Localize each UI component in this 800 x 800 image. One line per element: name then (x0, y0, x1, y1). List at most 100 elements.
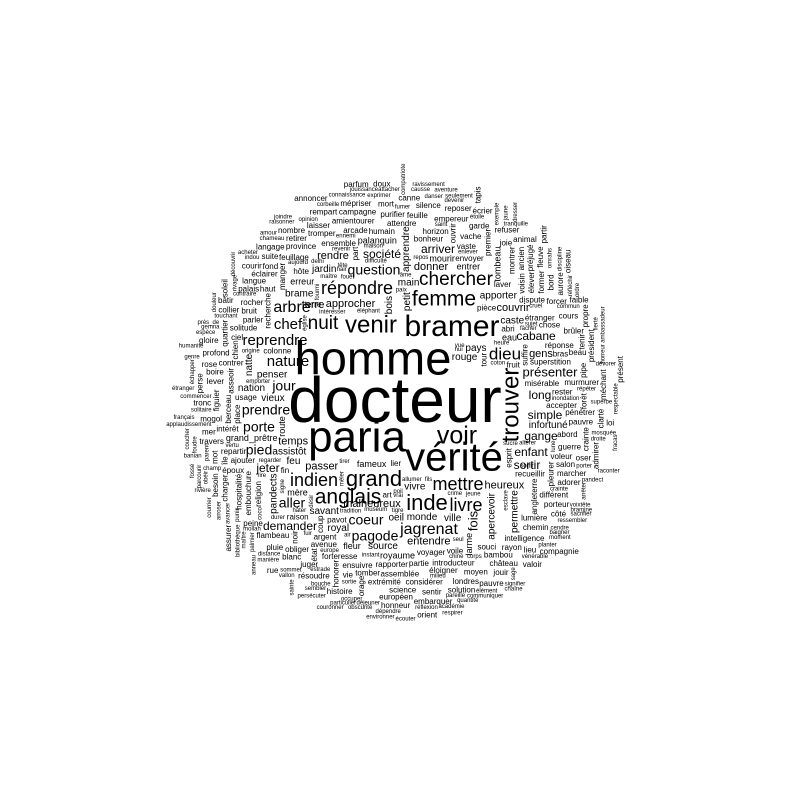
word-183: beau (569, 348, 587, 357)
word-63: source (368, 541, 398, 552)
word-447: vertu (226, 443, 239, 449)
word-289: parent (205, 444, 211, 461)
word-24: question (348, 262, 401, 278)
word-154: guerre (558, 442, 582, 451)
word-21: reprendre (242, 332, 307, 349)
word-165: honorer (331, 559, 340, 587)
word-87: entrer (457, 261, 481, 271)
word-184: marcher (557, 469, 587, 478)
word-15: répondre (321, 278, 393, 298)
word-173: hospitalité (234, 473, 243, 510)
word-226: laver (494, 280, 512, 289)
word-419: fouet (341, 275, 355, 281)
word-292: crime (447, 491, 462, 497)
word-89: route (277, 416, 287, 437)
word-142: solitude (230, 323, 258, 332)
word-2: paria (308, 413, 406, 462)
word-92: grand_prêtre (226, 433, 278, 443)
word-32: présenter (523, 364, 579, 379)
word-365: ambassadeur (600, 306, 606, 342)
word-400: bramine (570, 507, 592, 513)
word-301: palmier (250, 532, 256, 552)
word-378: seulement (445, 194, 473, 200)
word-109: religion (254, 481, 263, 507)
word-288: regarder (259, 458, 282, 464)
word-46: rendre (317, 250, 349, 262)
word-221: crainte (581, 427, 590, 452)
word-158: pauvre (569, 417, 594, 426)
word-74: infortuné (529, 420, 568, 431)
word-225: état (310, 547, 319, 561)
word-298: fâcher (520, 326, 537, 332)
word-13: chercher (419, 269, 494, 290)
word-212: mogol (200, 414, 222, 423)
word-150: pavot (327, 515, 347, 524)
word-101: pleurer (546, 461, 555, 486)
word-48: malheureux (343, 498, 401, 510)
word-228: garde (469, 222, 490, 231)
word-269: propre (581, 304, 590, 328)
word-448: genre (184, 355, 200, 361)
word-72: apporter (480, 291, 518, 302)
word-194: bambou (484, 550, 513, 559)
word-439: rivière (194, 488, 211, 494)
word-454: crainte (550, 487, 569, 493)
word-132: assemblée (380, 569, 419, 578)
word-23: chef (274, 316, 303, 333)
word-94: palanquin (358, 235, 397, 245)
word-242: terre (305, 300, 322, 309)
word-147: rocher (241, 298, 264, 307)
word-451: rire (257, 473, 266, 479)
word-37: demander (263, 519, 317, 533)
word-407: vie (343, 570, 354, 579)
word-356: danser (425, 194, 443, 200)
word-394: enlever (458, 249, 478, 255)
word-206: boire (206, 367, 224, 376)
word-134: ensuivre (342, 561, 373, 570)
word-257: île (221, 456, 230, 466)
word-399: droite (591, 436, 607, 442)
word-314: occuper (341, 597, 362, 603)
word-160: considérer (405, 578, 443, 587)
word-443: doux (373, 180, 390, 189)
word-114: raison (287, 513, 309, 522)
word-397: jaune (504, 205, 510, 221)
word-58: vivre (404, 482, 426, 493)
word-195: feuille (407, 211, 428, 220)
word-200: chemin (523, 523, 549, 532)
word-300: revenir (332, 247, 350, 253)
word-51: passer (305, 461, 338, 473)
word-189: coup (316, 515, 325, 533)
word-163: murmurer (564, 378, 599, 387)
word-97: esprit (505, 447, 514, 467)
word-40: cabane (516, 329, 556, 343)
word-312: touchant (214, 313, 237, 319)
word-438: pareille (446, 593, 466, 599)
word-170: province (286, 242, 317, 251)
word-271: faible (569, 295, 589, 304)
word-67: caste (500, 316, 524, 327)
word-452: aventure (434, 188, 458, 194)
word-66: ville (444, 513, 462, 524)
word-433: partir (539, 225, 548, 244)
word-230: européen (379, 592, 413, 601)
word-34: simple (528, 408, 563, 422)
word-431: corps (467, 554, 482, 560)
word-285: église (303, 315, 309, 331)
word-307: mollah (243, 526, 261, 532)
word-192: éclairer (251, 269, 278, 278)
word-330: indou (245, 255, 260, 261)
word-149: montrer (507, 246, 516, 274)
word-405: maître (241, 531, 247, 549)
word-185: former (537, 270, 546, 293)
word-466: couronner (317, 605, 344, 611)
word-423: fils (425, 477, 432, 483)
word-296: heure (494, 341, 510, 347)
word-444: vue (455, 343, 465, 349)
word-238: pluie (266, 543, 283, 552)
word-100: colonne (263, 346, 292, 355)
word-153: part (351, 246, 360, 261)
word-159: pénétrer (565, 408, 595, 417)
word-306: opinion (299, 217, 318, 223)
word-389: respectable (613, 383, 619, 415)
